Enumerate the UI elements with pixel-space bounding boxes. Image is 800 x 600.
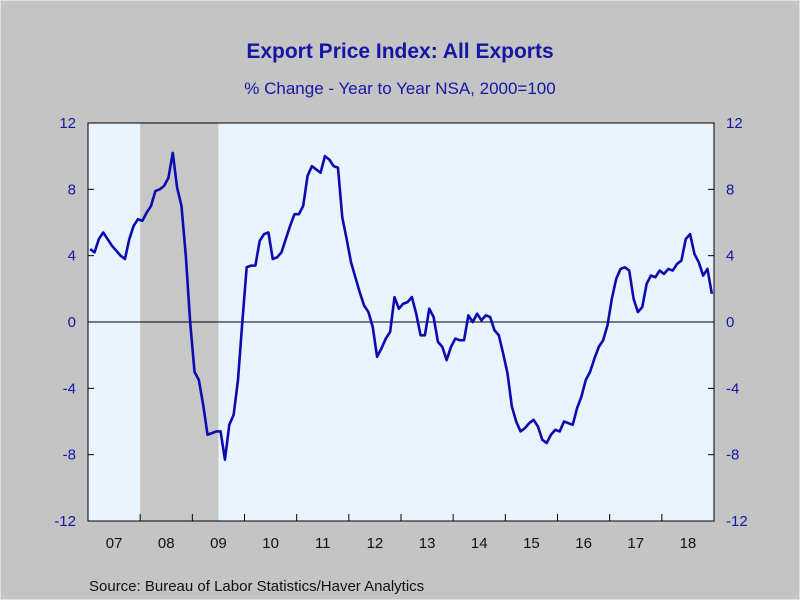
x-tick-label: 16 bbox=[575, 535, 592, 552]
y-tick-label-left: 0 bbox=[68, 314, 76, 331]
x-tick-label: 08 bbox=[158, 535, 175, 552]
x-tick-label: 15 bbox=[523, 535, 540, 552]
y-tick-label-right: 12 bbox=[726, 115, 743, 132]
y-tick-label-left: 4 bbox=[68, 248, 76, 265]
x-tick-label: 14 bbox=[471, 535, 488, 552]
source-note: Source: Bureau of Labor Statistics/Haver… bbox=[89, 578, 425, 595]
y-tick-label-left: -8 bbox=[63, 447, 76, 464]
y-tick-label-right: 0 bbox=[726, 314, 734, 331]
y-tick-label-left: -12 bbox=[54, 513, 76, 530]
y-tick-label-right: 8 bbox=[726, 181, 734, 198]
y-tick-label-left: -4 bbox=[63, 380, 76, 397]
chart-subtitle: % Change - Year to Year NSA, 2000=100 bbox=[244, 79, 556, 98]
y-tick-label-left: 12 bbox=[59, 115, 76, 132]
y-tick-label-right: -4 bbox=[726, 380, 739, 397]
x-tick-label: 07 bbox=[106, 535, 123, 552]
x-tick-label: 12 bbox=[367, 535, 384, 552]
y-tick-label-right: -12 bbox=[726, 513, 748, 530]
y-tick-label-left: 8 bbox=[68, 181, 76, 198]
y-tick-label-right: 4 bbox=[726, 248, 734, 265]
x-tick-label: 11 bbox=[315, 535, 331, 552]
x-tick-label: 10 bbox=[262, 535, 279, 552]
x-tick-label: 09 bbox=[210, 535, 227, 552]
chart-title: Export Price Index: All Exports bbox=[246, 40, 554, 63]
x-tick-label: 17 bbox=[627, 535, 644, 552]
x-tick-label: 18 bbox=[680, 535, 697, 552]
x-tick-label: 13 bbox=[419, 535, 436, 552]
y-tick-label-right: -8 bbox=[726, 447, 739, 464]
series-line bbox=[89, 151, 714, 461]
